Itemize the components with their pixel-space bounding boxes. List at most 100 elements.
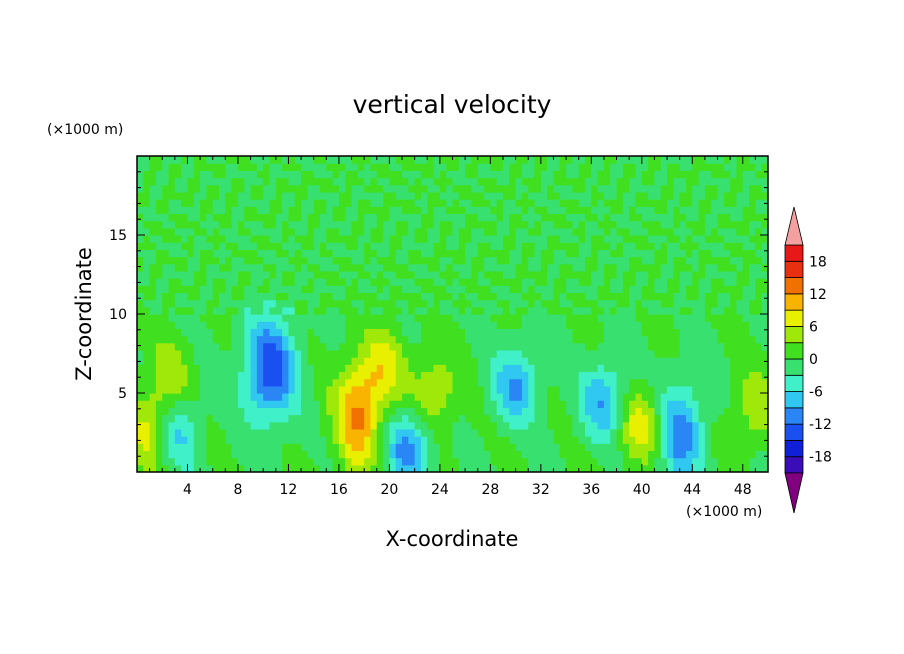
contour-cell — [711, 357, 719, 365]
contour-cell — [244, 206, 252, 215]
contour-cell — [414, 235, 422, 243]
contour-cell — [275, 242, 283, 250]
contour-cell — [200, 328, 208, 337]
contour-cell — [427, 306, 435, 315]
contour-cell — [301, 385, 308, 394]
contour-cell — [338, 378, 346, 387]
contour-cell — [540, 364, 548, 373]
contour-cell — [420, 278, 428, 286]
contour-cell — [667, 285, 674, 294]
contour-cell — [193, 278, 201, 286]
contour-cell — [351, 342, 359, 351]
contour-cell — [402, 371, 409, 380]
contour-cell — [427, 278, 435, 286]
contour-cell — [698, 385, 706, 394]
contour-cell — [591, 191, 599, 200]
contour-cell — [509, 249, 517, 258]
contour-cell — [547, 342, 555, 351]
contour-cell — [547, 464, 555, 472]
contour-cell — [610, 400, 618, 408]
contour-cell — [465, 378, 473, 387]
contour-cell — [376, 156, 384, 164]
contour-cell — [376, 385, 384, 394]
contour-cell — [408, 177, 416, 186]
contour-cell — [294, 436, 302, 444]
contour-cell — [742, 191, 750, 200]
contour-cell — [698, 378, 706, 387]
contour-cell — [313, 199, 321, 207]
contour-cell — [206, 242, 214, 250]
contour-cell — [603, 227, 611, 236]
contour-cell — [597, 213, 605, 222]
contour-cell — [351, 385, 359, 394]
contour-cell — [704, 177, 712, 186]
contour-cell — [187, 407, 195, 416]
contour-cell — [446, 428, 454, 437]
contour-cell — [540, 249, 548, 258]
contour-cell — [155, 393, 163, 401]
contour-cell — [547, 321, 555, 329]
contour-cell — [294, 163, 302, 171]
contour-cell — [704, 357, 712, 365]
contour-cell — [622, 199, 630, 207]
contour-cell — [408, 285, 416, 294]
contour-cell — [540, 213, 548, 222]
contour-cell — [427, 184, 435, 193]
contour-cell — [547, 278, 555, 286]
contour-cell — [458, 306, 466, 315]
contour-cell — [301, 220, 308, 229]
contour-cell — [256, 385, 264, 394]
contour-cell — [307, 328, 315, 337]
contour-cell — [648, 371, 656, 380]
contour-cell — [685, 321, 693, 329]
contour-cell — [585, 163, 592, 171]
contour-cell — [402, 335, 409, 344]
contour-cell — [244, 335, 252, 344]
contour-cell — [439, 342, 447, 351]
contour-cell — [288, 457, 296, 466]
contour-cell — [452, 191, 460, 200]
contour-cell — [540, 170, 548, 179]
contour-cell — [629, 235, 637, 243]
contour-cell — [648, 213, 656, 222]
contour-cell — [256, 421, 264, 430]
contour-cell — [572, 464, 580, 472]
contour-cell — [616, 184, 624, 193]
contour-cell — [534, 428, 542, 437]
contour-cell — [484, 400, 491, 408]
contour-cell — [420, 349, 428, 358]
contour-cell — [370, 242, 378, 250]
contour-cell — [162, 421, 170, 430]
contour-cell — [730, 191, 738, 200]
contour-cell — [591, 220, 599, 229]
contour-cell — [547, 285, 555, 294]
contour-cell — [477, 428, 485, 437]
contour-cell — [231, 191, 239, 200]
contour-cell — [509, 314, 517, 322]
contour-cell — [730, 357, 738, 365]
contour-cell — [427, 378, 435, 387]
contour-cell — [137, 285, 144, 294]
contour-cell — [452, 364, 460, 373]
contour-cell — [155, 170, 163, 179]
contour-cell — [244, 306, 252, 315]
contour-cell — [477, 450, 485, 459]
contour-cell — [149, 206, 157, 215]
contour-cell — [282, 170, 290, 179]
contour-cell — [553, 328, 561, 337]
contour-cell — [168, 199, 176, 207]
contour-cell — [225, 270, 233, 279]
contour-cell — [635, 443, 643, 452]
contour-cell — [553, 199, 561, 207]
contour-cell — [427, 206, 435, 215]
contour-cell — [572, 184, 580, 193]
contour-cell — [338, 306, 346, 315]
contour-cell — [212, 263, 220, 272]
contour-cell — [168, 321, 176, 329]
contour-cell — [761, 393, 768, 401]
contour-cell — [730, 170, 738, 179]
contour-cell — [376, 184, 384, 193]
contour-cell — [572, 263, 580, 272]
contour-cell — [648, 364, 656, 373]
contour-cell — [155, 342, 163, 351]
